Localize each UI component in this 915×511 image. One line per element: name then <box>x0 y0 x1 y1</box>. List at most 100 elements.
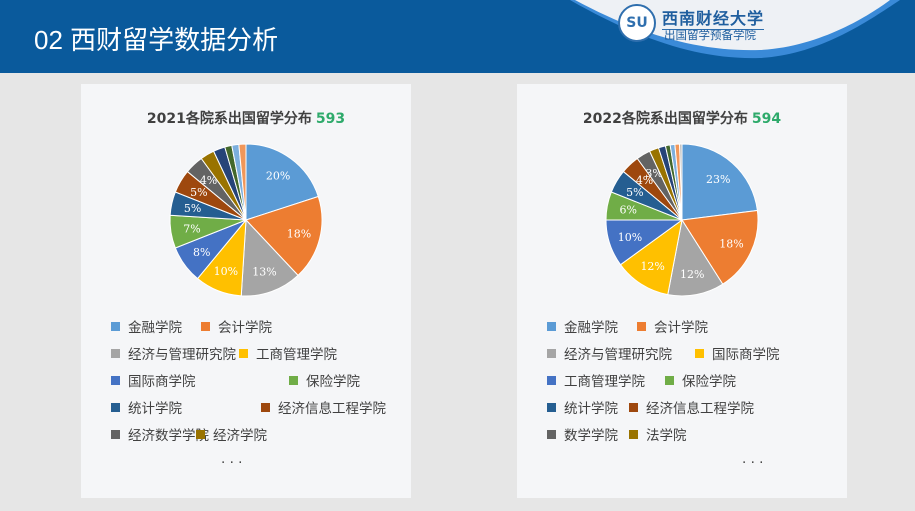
pie-slice-label: 20% <box>266 170 290 183</box>
legend-item: 经济信息工程学院 <box>629 397 754 417</box>
legend-label: 工商管理学院 <box>256 347 337 363</box>
legend-label: 会计学院 <box>654 320 708 336</box>
legend-swatch <box>547 429 556 439</box>
pie-slice-label: 23% <box>706 173 730 186</box>
legend-label: 经济学院 <box>213 428 267 444</box>
legend-item: . . . <box>221 451 242 467</box>
legend-swatch <box>261 402 270 412</box>
pie-slice-label: 7% <box>183 223 200 236</box>
chart-title-text: 2022各院系出国留学分布 <box>582 111 748 127</box>
legend-item: 工商管理学院 <box>547 370 645 390</box>
legend-label: 保险学院 <box>682 374 736 390</box>
legend-swatch <box>695 348 704 358</box>
legend-swatch <box>111 402 120 412</box>
legend-item: 经济与管理研究院 <box>547 343 672 363</box>
legend-swatch <box>201 321 210 331</box>
logo-subtitle: 出国留学预备学院 <box>664 28 756 42</box>
legend-label: . . . <box>221 451 243 467</box>
legend-item: 统计学院 <box>547 397 618 417</box>
legend-swatch <box>111 429 120 439</box>
pie-slice <box>681 209 759 285</box>
pie-slice-label: 5% <box>184 202 201 215</box>
legend-swatch <box>637 321 646 331</box>
legend-label: 国际商学院 <box>128 374 196 390</box>
chart-total: 594 <box>751 111 782 127</box>
legend-swatch <box>111 321 120 331</box>
legend-item: 统计学院 <box>111 397 182 417</box>
pie-slice-label: 13% <box>252 265 276 278</box>
legend-label: . . . <box>742 451 764 467</box>
legend-item: 国际商学院 <box>111 370 196 390</box>
seal-icon: SU <box>618 4 656 42</box>
pie-slice-label: 4% <box>200 174 217 187</box>
pie-slice-label: 12% <box>680 268 704 281</box>
legend-swatch <box>547 321 556 331</box>
legend-item: 会计学院 <box>201 316 272 336</box>
legend-label: 统计学院 <box>128 401 182 417</box>
legend-label: 金融学院 <box>564 320 618 336</box>
chart-title: 2021各院系出国留学分布 593 <box>81 108 411 128</box>
legend-label: 工商管理学院 <box>564 374 645 390</box>
logo-university-name: 西南财经大学 <box>662 5 765 30</box>
pie-slice-label: 8% <box>193 246 210 259</box>
pie-slice-label: 18% <box>719 237 743 250</box>
chart-total: 593 <box>315 111 346 127</box>
legend-item: 国际商学院 <box>695 343 780 363</box>
legend-swatch <box>239 348 248 358</box>
pie-slice-label: 4% <box>636 174 653 187</box>
header: 02 西财留学数据分析 SU 西南财经大学 出国留学预备学院 <box>0 0 915 73</box>
pie-slice <box>681 143 758 221</box>
legend-label: 金融学院 <box>128 320 182 336</box>
legend-swatch <box>665 375 674 385</box>
legend-swatch <box>547 348 556 358</box>
legend-label: 国际商学院 <box>712 347 780 363</box>
legend-swatch <box>111 348 120 358</box>
chart-title-text: 2021各院系出国留学分布 <box>146 111 312 127</box>
page-title: 02 西财留学数据分析 <box>34 25 279 55</box>
pie-slice <box>245 143 319 221</box>
legend-swatch <box>289 375 298 385</box>
pie-slice-label: 10% <box>618 231 642 244</box>
pie-slice-label: 5% <box>626 186 643 199</box>
legend-item: . . . <box>742 451 763 467</box>
pie-slice <box>240 218 299 297</box>
chart-panel-2022: 2022各院系出国留学分布 594 23% 18% 12% 12% 10% 6% 5% 4% 3%… <box>517 84 847 498</box>
legend-item: 保险学院 <box>665 370 736 390</box>
legend-label: 统计学院 <box>564 401 618 417</box>
legend-swatch <box>629 429 638 439</box>
chart-panel-2021: 2021各院系出国留学分布 593 20% 18% 13% 10% 8% 7% 5% 5% 4% … <box>81 84 411 498</box>
pie-slice-label: 10% <box>214 265 238 278</box>
legend-swatch <box>547 402 556 412</box>
legend-label: 经济与管理研究院 <box>564 347 672 363</box>
legend-item: 经济数学学院 <box>111 424 209 444</box>
legend-label: 数学学院 <box>564 428 618 444</box>
legend-label: 经济信息工程学院 <box>278 401 386 417</box>
legend-label: 经济数学学院 <box>128 428 209 444</box>
pie-slice <box>245 195 323 277</box>
legend-label: 经济信息工程学院 <box>646 401 754 417</box>
legend-item: 会计学院 <box>637 316 708 336</box>
legend-item: 工商管理学院 <box>239 343 337 363</box>
legend-swatch <box>196 429 205 439</box>
pie-slice-label: 18% <box>287 228 311 241</box>
legend-label: 保险学院 <box>306 374 360 390</box>
legend-swatch <box>547 375 556 385</box>
pie-chart-2022: 23%18%12%12%10%6%5%4%3% <box>605 143 759 297</box>
legend-label: 法学院 <box>646 428 687 444</box>
pie-slice <box>238 143 247 221</box>
legend-item: 法学院 <box>629 424 687 444</box>
legend-swatch <box>111 375 120 385</box>
legend-item: 保险学院 <box>289 370 360 390</box>
pie-slice-label: 6% <box>620 204 637 217</box>
legend-item: 经济信息工程学院 <box>261 397 386 417</box>
pie-slice-label: 12% <box>640 260 664 273</box>
legend-item: 金融学院 <box>547 316 618 336</box>
legend-item: 经济与管理研究院 <box>111 343 236 363</box>
university-logo: SU 西南财经大学 出国留学预备学院 <box>618 4 778 44</box>
pie-slice-label: 5% <box>190 186 207 199</box>
legend-item: 经济学院 <box>196 424 267 444</box>
legend-swatch <box>629 402 638 412</box>
chart-title: 2022各院系出国留学分布 594 <box>517 108 847 128</box>
legend-item: 数学学院 <box>547 424 618 444</box>
legend-label: 经济与管理研究院 <box>128 347 236 363</box>
